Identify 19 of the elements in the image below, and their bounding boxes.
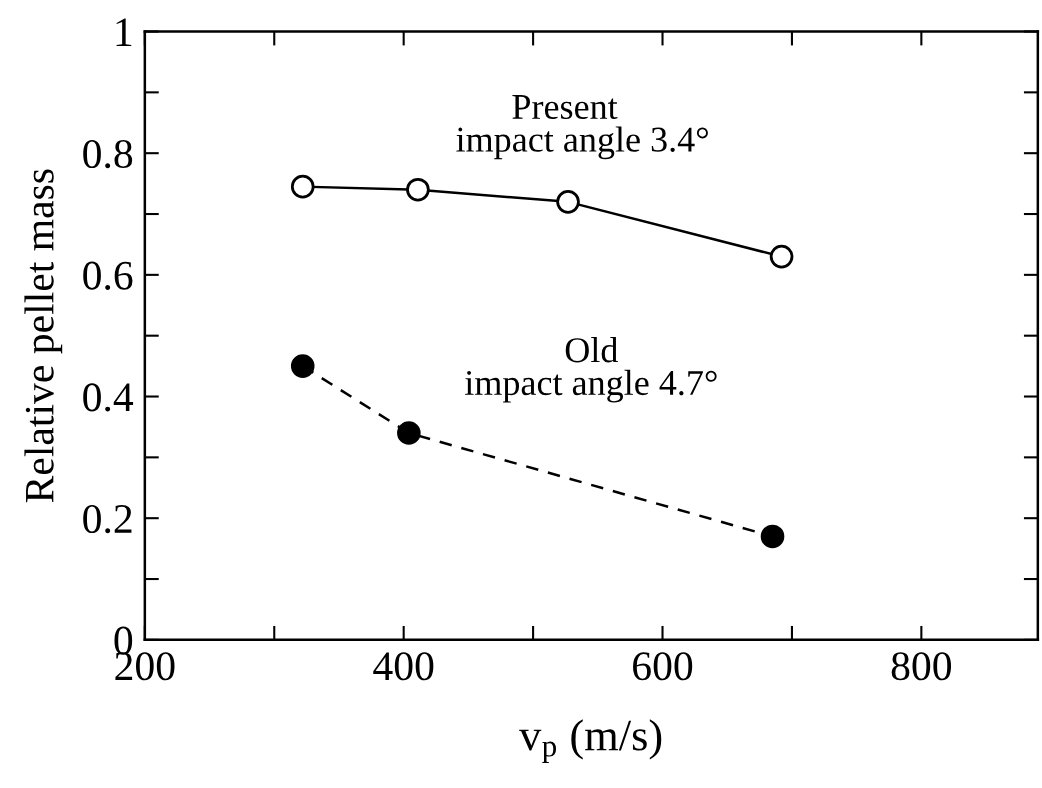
point (397, 421, 421, 445)
annotation: Present impact angle 3.4° (456, 95, 708, 160)
point (556, 190, 580, 214)
annotation: Old impact angle 4.7° (465, 337, 717, 403)
x-tick-label: 600 (633, 652, 693, 681)
point (760, 524, 785, 549)
y-tick-label: 0.8 (83, 139, 133, 169)
x-tick-label: 800 (891, 652, 952, 681)
y-tick-label: 0.4 (83, 383, 134, 412)
y-tick-label: 0.6 (83, 261, 133, 290)
y-tick-label: 1 (116, 18, 132, 46)
point (769, 244, 794, 269)
x-axis-title: v$_{p}$ (m/s) (519, 719, 662, 763)
y-tick-label: 0.2 (83, 504, 132, 534)
y-axis-title: Relative pellet mass (24, 169, 63, 503)
point (290, 174, 315, 199)
point (290, 354, 315, 378)
point (406, 177, 430, 202)
x-tick-label: 400 (373, 652, 434, 681)
